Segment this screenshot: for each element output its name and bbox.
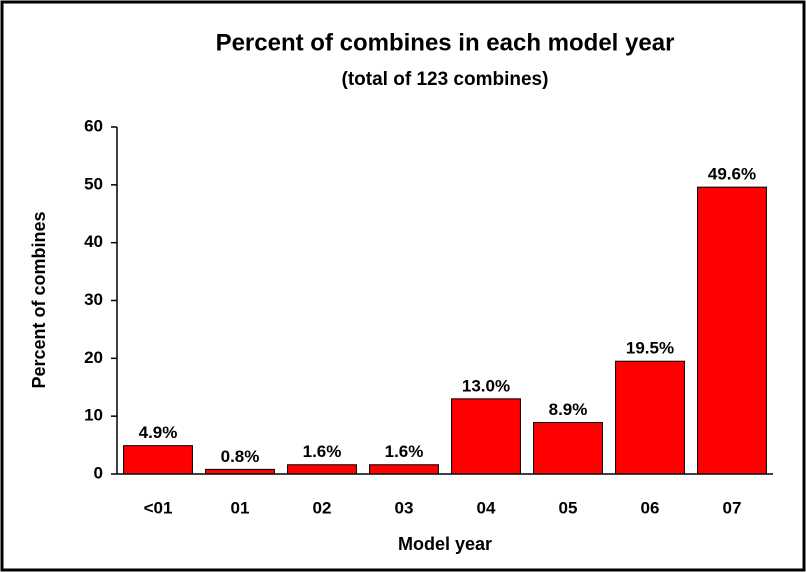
y-tick-label: 10: [84, 406, 103, 425]
value-label: 8.9%: [549, 400, 588, 419]
bar: [287, 464, 357, 475]
bar: [123, 445, 193, 475]
bar: [533, 422, 603, 475]
x-tick-label: <01: [144, 498, 173, 517]
x-axis-label: Model year: [398, 534, 492, 554]
y-tick-label: 40: [84, 232, 103, 251]
y-tick-label: 50: [84, 174, 103, 193]
chart-title: Percent of combines in each model year: [216, 29, 675, 56]
value-label: 1.6%: [303, 442, 342, 461]
chart-subtitle: (total of 123 combines): [342, 69, 549, 90]
value-label: 13.0%: [462, 376, 510, 395]
y-axis-label: Percent of combines: [29, 211, 49, 388]
value-label: 1.6%: [385, 442, 424, 461]
bar: [369, 464, 439, 475]
bar: [697, 186, 767, 475]
value-label: 19.5%: [626, 339, 674, 358]
x-tick-label: 03: [395, 498, 414, 517]
value-label: 49.6%: [708, 165, 756, 184]
x-tick-label: 04: [477, 498, 496, 517]
x-tick-label: 06: [641, 498, 660, 517]
value-label: 0.8%: [221, 447, 260, 466]
y-tick-label: 30: [84, 290, 103, 309]
value-label: 4.9%: [139, 423, 178, 442]
x-tick-label: 07: [723, 498, 742, 517]
y-tick-label: 0: [94, 463, 103, 482]
y-tick-label: 60: [84, 116, 103, 135]
x-tick-label: 05: [559, 498, 578, 517]
x-tick-label: 02: [313, 498, 332, 517]
y-tick-label: 20: [84, 348, 103, 367]
x-tick-label: 01: [231, 498, 250, 517]
bar: [451, 398, 521, 475]
bar: [615, 360, 685, 475]
